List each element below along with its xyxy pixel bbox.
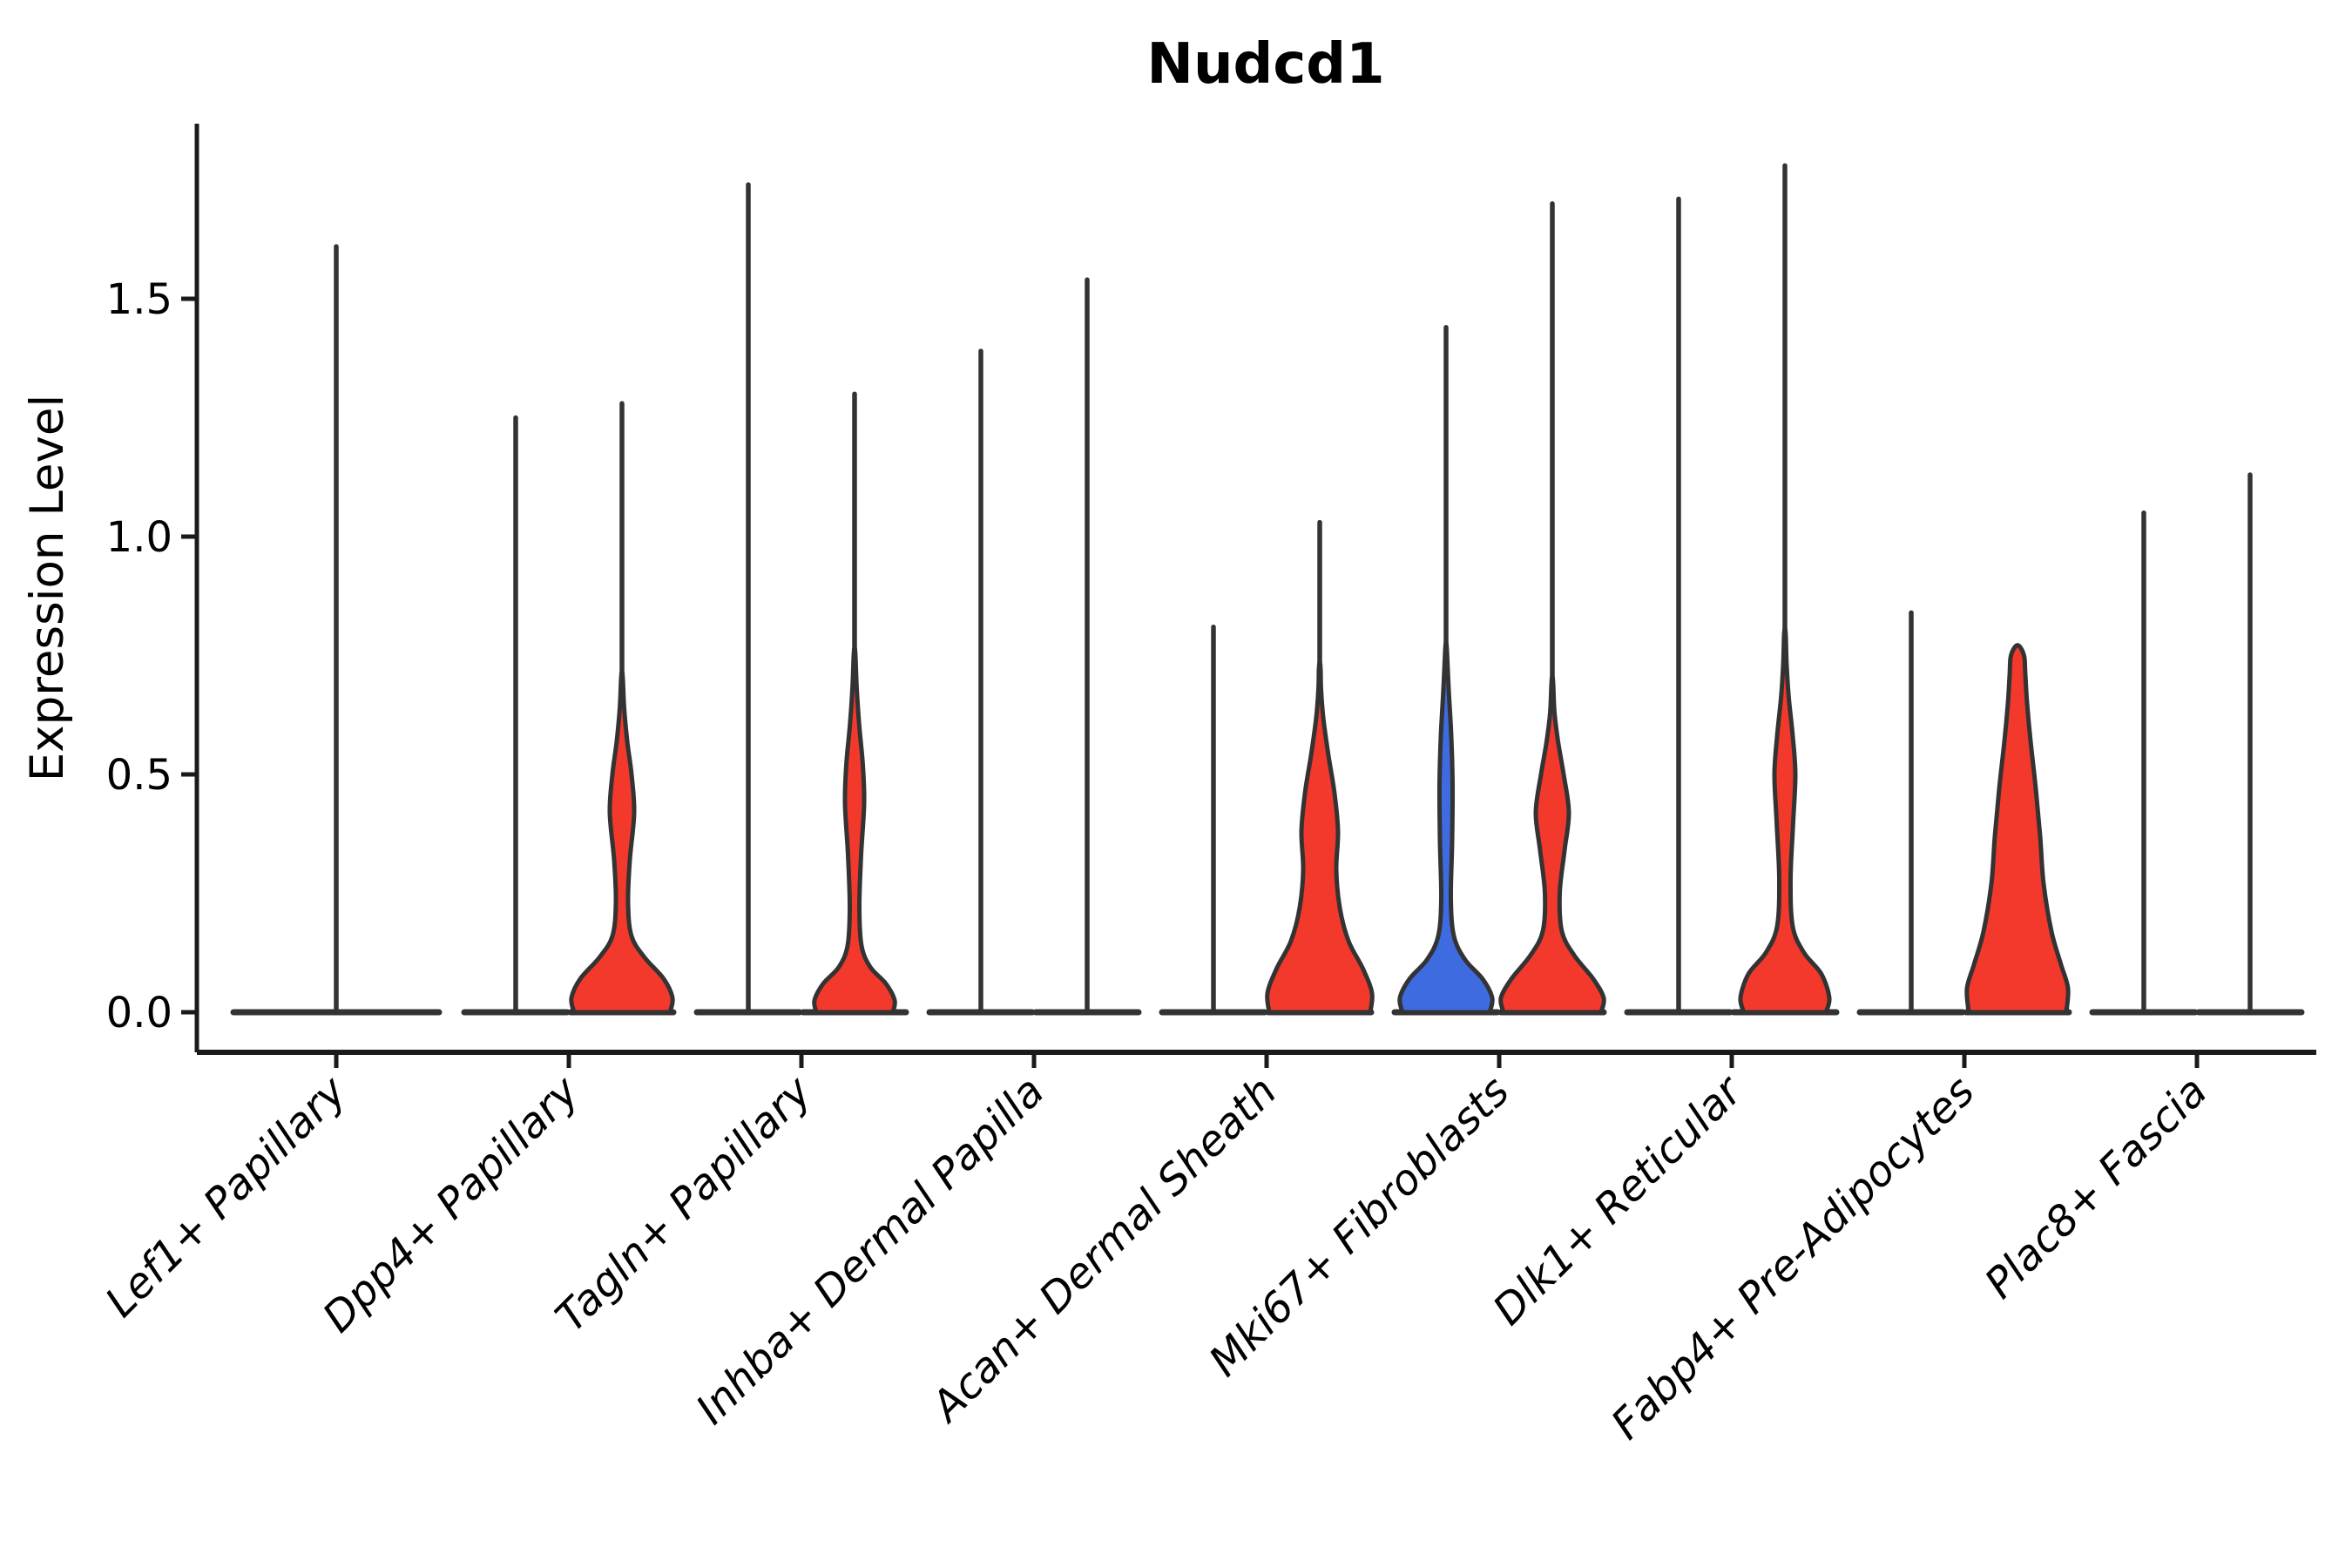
y-tick-label: 1.0 — [106, 513, 172, 562]
acan-dermal-sheath-right-violin-body — [1265, 659, 1375, 1015]
mki67-fibroblasts-left-violin-body — [1397, 640, 1495, 1015]
x-tick-label-dpp4-papillary: Dpp4+ Papillary — [314, 1066, 589, 1342]
x-tick-label-lef1-papillary: Lef1+ Papillary — [96, 1066, 356, 1327]
y-tick-label: 0.5 — [106, 751, 172, 800]
violin-group-fabp4-pre-adipocytes — [1856, 610, 2072, 1016]
mki67-fibroblasts-right-violin-body — [1498, 673, 1606, 1015]
y-tick-label: 1.5 — [106, 275, 172, 324]
fabp4-pre-adipocytes-right-violin-body — [1964, 643, 2071, 1015]
violin-group-mki67-fibroblasts — [1391, 201, 1607, 1016]
violin-group-plac8-fascia — [2089, 472, 2305, 1016]
violin-group-inhba-dermal-papilla — [926, 277, 1142, 1016]
tagln-papillary-right-violin-body — [812, 645, 897, 1015]
violin-group-lef1-papillary — [230, 244, 443, 1016]
dpp4-papillary-right-violin-body — [569, 669, 675, 1015]
y-tick-label: 0.0 — [106, 989, 172, 1037]
violin-group-acan-dermal-sheath — [1159, 519, 1375, 1016]
violins-layer — [230, 163, 2305, 1016]
violin-group-tagln-papillary — [693, 182, 909, 1016]
x-tick-label-plac8-fascia: Plac8+ Fascia — [1976, 1067, 2217, 1308]
x-tick-label-tagln-papillary: Tagln+ Papillary — [546, 1066, 821, 1342]
violin-group-dpp4-papillary — [461, 401, 677, 1016]
axes — [181, 124, 2316, 1068]
y-axis-label: Expression Level — [21, 395, 74, 781]
dlk1-reticular-right-violin-body — [1738, 626, 1832, 1015]
x-tick-label-dlk1-reticular: Dlk1+ Reticular — [1484, 1065, 1754, 1335]
violin-group-dlk1-reticular — [1624, 163, 1840, 1016]
chart-title: Nudcd1 — [1146, 32, 1384, 97]
